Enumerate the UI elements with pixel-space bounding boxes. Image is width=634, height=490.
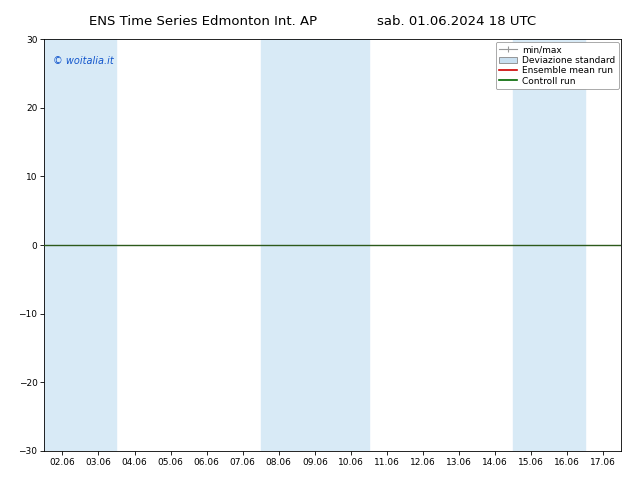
Text: © woitalia.it: © woitalia.it	[53, 56, 113, 66]
Bar	[44, 39, 117, 451]
Text: ENS Time Series Edmonton Int. AP: ENS Time Series Edmonton Int. AP	[89, 15, 317, 28]
Bar	[261, 39, 369, 451]
Legend: min/max, Deviazione standard, Ensemble mean run, Controll run: min/max, Deviazione standard, Ensemble m…	[496, 42, 619, 89]
Text: sab. 01.06.2024 18 UTC: sab. 01.06.2024 18 UTC	[377, 15, 536, 28]
Bar	[513, 39, 585, 451]
